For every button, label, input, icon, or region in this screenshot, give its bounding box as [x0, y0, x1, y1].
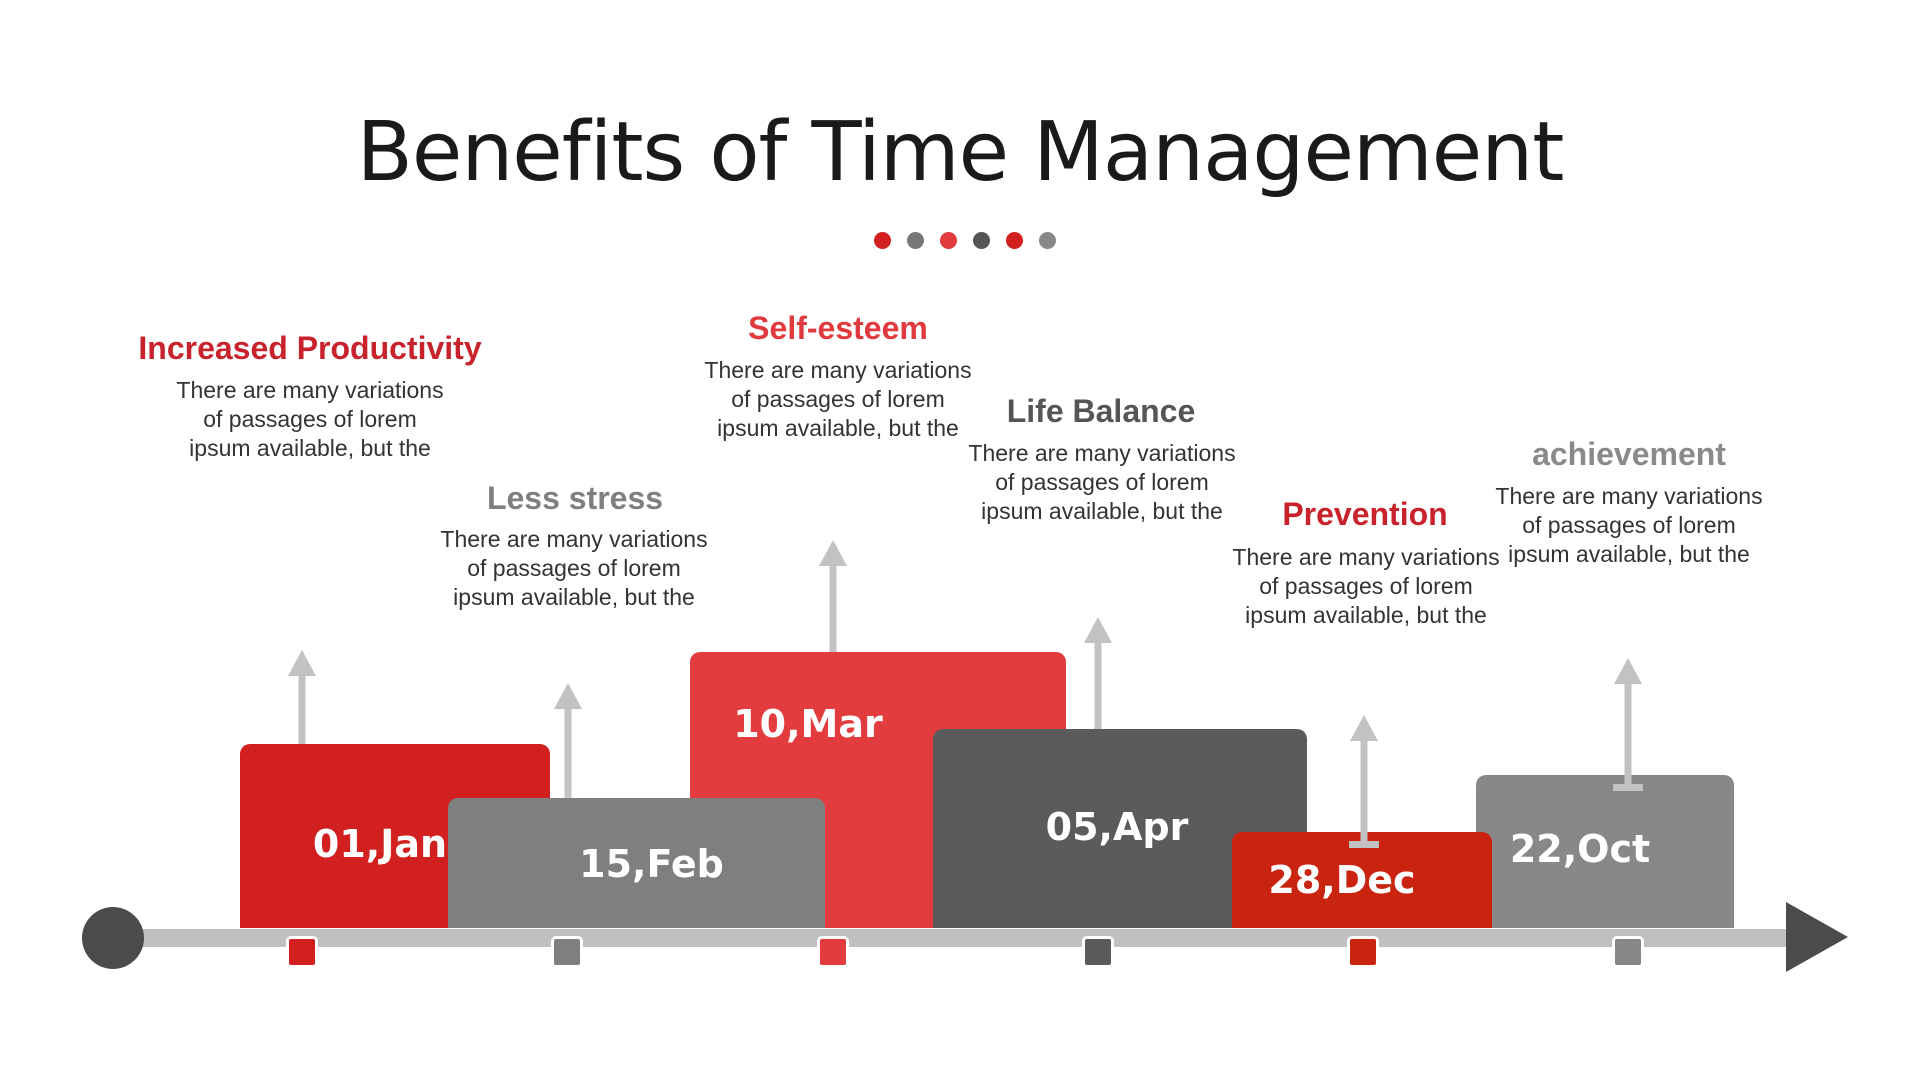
milestone-5-description: There are many variations of passages of… [1232, 544, 1500, 628]
marker-3 [817, 936, 849, 968]
arrow-5-foot [1349, 841, 1379, 848]
timeline-end-arrow-icon [1786, 902, 1848, 972]
milestone-6-description: There are many variations of passages of… [1495, 483, 1763, 567]
arrow-6-shaft [1624, 682, 1632, 788]
milestone-6-date: 22,Oct [1509, 827, 1651, 871]
milestone-6-heading: achievement [1532, 436, 1726, 472]
milestone-3-description: There are many variations of passages of… [704, 357, 972, 441]
milestone-1-heading: Increased Productivity [138, 330, 482, 366]
arrow-6-head [1614, 658, 1642, 684]
milestone-1-description: There are many variations of passages of… [176, 377, 444, 461]
arrow-3-shaft [829, 564, 837, 670]
dot-4 [973, 232, 990, 249]
timeline-start-circle [82, 907, 144, 969]
dot-3 [940, 232, 957, 249]
milestone-6-block: 22,Oct [1476, 775, 1734, 928]
marker-5 [1347, 936, 1379, 968]
arrow-4-shaft [1094, 641, 1102, 747]
milestone-3-date: 10,Mar [733, 702, 883, 746]
milestone-5-heading: Prevention [1282, 496, 1448, 532]
arrow-2-shaft [564, 707, 572, 811]
milestone-1-date: 01,Jan [312, 822, 448, 866]
marker-4 [1082, 936, 1114, 968]
marker-6 [1612, 936, 1644, 968]
marker-2 [551, 936, 583, 968]
dot-1 [874, 232, 891, 249]
milestone-5-block: 28,Dec [1232, 832, 1492, 928]
milestone-2-block: 15,Feb [448, 798, 825, 928]
arrow-5-shaft [1360, 739, 1368, 845]
arrow-4-head [1084, 617, 1112, 643]
milestone-4-description: There are many variations of passages of… [968, 440, 1236, 524]
milestone-4-date: 05,Apr [1045, 805, 1189, 849]
milestone-2-date: 15,Feb [579, 842, 724, 886]
arrow-6-foot [1613, 784, 1643, 791]
arrow-5-head [1350, 715, 1378, 741]
timeline-axis [110, 929, 1810, 947]
dot-6 [1039, 232, 1056, 249]
milestone-4-heading: Life Balance [1006, 393, 1196, 429]
milestone-2-heading: Less stress [486, 480, 664, 516]
dot-2 [907, 232, 924, 249]
arrow-1-head [288, 650, 316, 676]
milestone-3-heading: Self-esteem [748, 310, 928, 346]
page-title: Benefits of Time Management [356, 105, 1565, 200]
arrow-3-head [819, 540, 847, 566]
marker-1 [286, 936, 318, 968]
milestone-2-description: There are many variations of passages of… [440, 526, 708, 610]
arrow-2-head [554, 683, 582, 709]
dot-5 [1006, 232, 1023, 249]
milestone-5-date: 28,Dec [1268, 858, 1416, 902]
arrow-1-shaft [298, 674, 306, 754]
